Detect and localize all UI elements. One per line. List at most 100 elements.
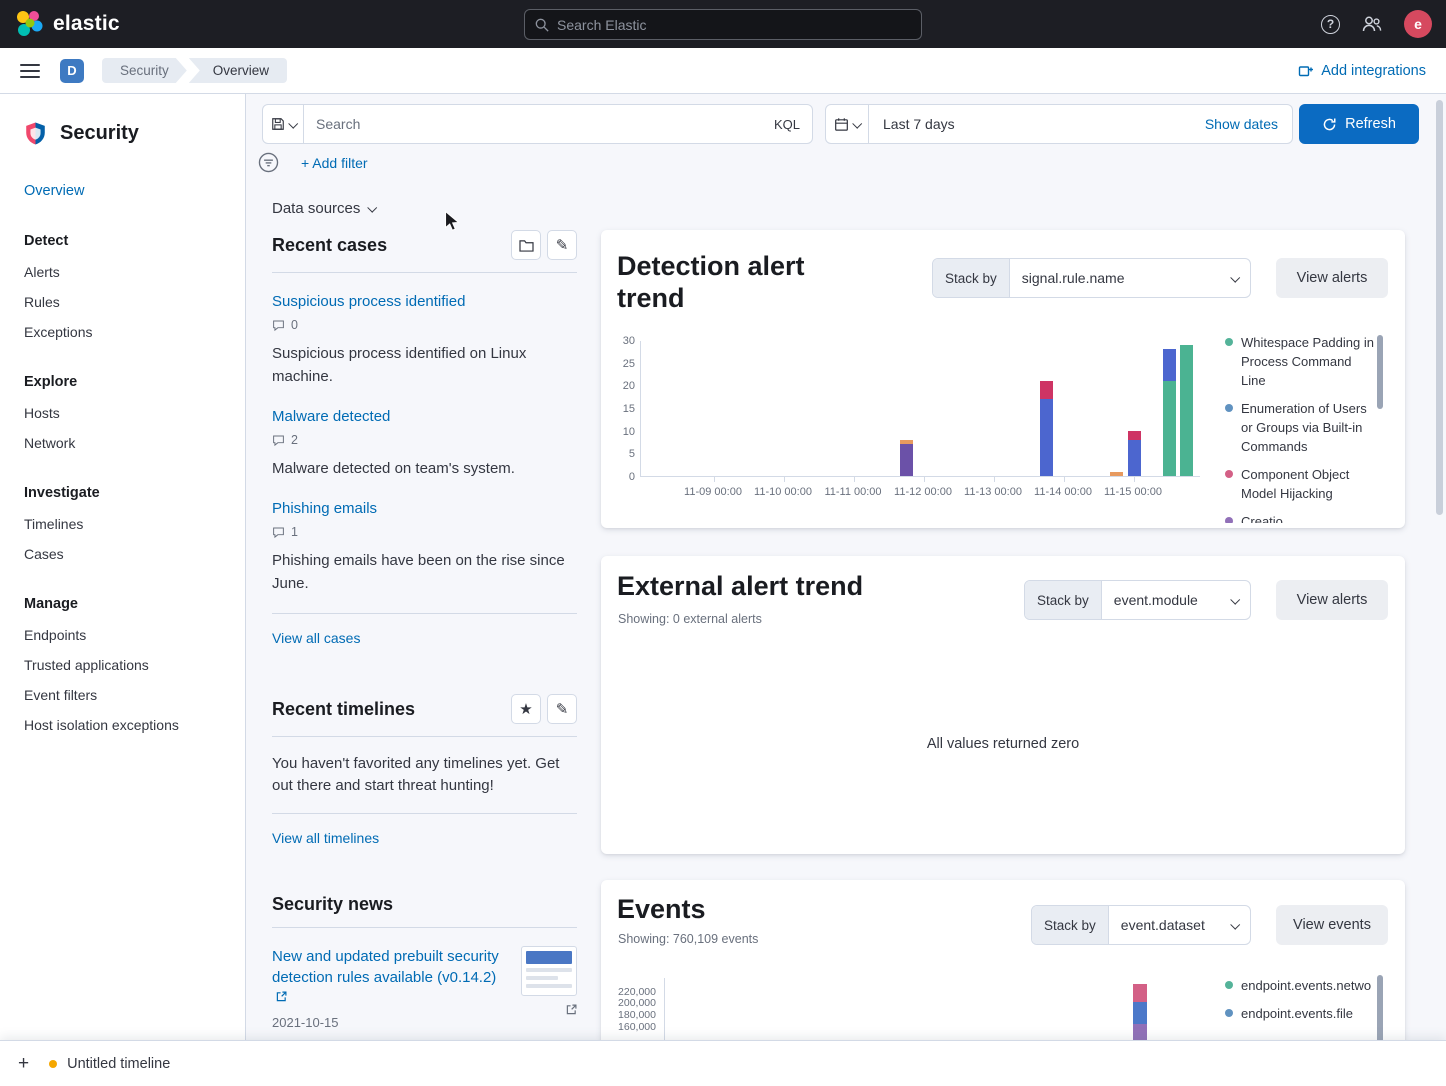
view-all-cases-link[interactable]: View all cases xyxy=(272,630,361,646)
view-alerts-button[interactable]: View alerts xyxy=(1276,258,1388,298)
elastic-home-link[interactable]: elastic xyxy=(14,9,120,39)
case-link[interactable]: Malware detected xyxy=(272,408,391,425)
chevron-down-icon xyxy=(852,118,863,129)
view-events-button[interactable]: View events xyxy=(1276,905,1388,945)
legend-scrollbar[interactable] xyxy=(1377,335,1383,409)
legend-item[interactable]: Enumeration of Users or Groups via Built… xyxy=(1225,399,1377,456)
date-range-picker[interactable]: Last 7 days Show dates xyxy=(868,104,1293,144)
y-axis-label: 0 xyxy=(628,471,635,483)
brand-name: elastic xyxy=(53,12,120,35)
query-language-button[interactable]: KQL xyxy=(773,116,800,132)
refresh-button[interactable]: Refresh xyxy=(1299,104,1419,144)
users-icon[interactable] xyxy=(1362,15,1382,33)
comment-count: 1 xyxy=(291,525,298,539)
showing-count: Showing: 0 external alerts xyxy=(618,612,762,626)
sidebar-item-alerts[interactable]: Alerts xyxy=(24,264,60,280)
y-axis-label: 180,000 xyxy=(618,1009,656,1021)
detection-alert-trend-card: Detection alert trend Stack by signal.ru… xyxy=(601,230,1405,528)
sidebar-item-rules[interactable]: Rules xyxy=(24,294,60,310)
sidebar-item-endpoints[interactable]: Endpoints xyxy=(24,627,87,643)
refresh-icon xyxy=(1323,118,1336,130)
legend-item[interactable]: Creatio… xyxy=(1225,512,1377,523)
x-axis-label: 11-14 00:00 xyxy=(1034,486,1092,498)
saved-query-menu-button[interactable] xyxy=(262,104,304,144)
y-axis-label: 220,000 xyxy=(618,985,656,998)
overview-side-column: Recent cases ✎ Suspicious process identi… xyxy=(272,230,577,1086)
legend-dot xyxy=(1225,1009,1233,1017)
recently-reported-cases-button[interactable]: ✎ xyxy=(547,230,577,260)
global-search[interactable] xyxy=(524,9,922,40)
stack-by-select-events[interactable]: Stack by event.dataset xyxy=(1031,905,1251,945)
stacked-bar[interactable] xyxy=(1040,380,1053,476)
sidebar-item-trusted-applications[interactable]: Trusted applications xyxy=(24,657,149,673)
stacked-bar[interactable] xyxy=(900,439,913,476)
add-integrations-link[interactable]: Add integrations xyxy=(1298,63,1426,79)
date-quick-menu-button[interactable] xyxy=(825,104,869,144)
detection-y-axis: 0 5 10 15 20 25 30 xyxy=(607,335,635,483)
global-search-input[interactable] xyxy=(557,16,911,33)
add-filter-link[interactable]: + Add filter xyxy=(301,154,368,171)
show-dates-link[interactable]: Show dates xyxy=(1204,116,1278,132)
stacked-bar[interactable] xyxy=(1127,430,1141,476)
sidebar-item-host-isolation-exceptions[interactable]: Host isolation exceptions xyxy=(24,717,179,733)
sidebar-item-event-filters[interactable]: Event filters xyxy=(24,687,98,703)
detection-chart-plot[interactable] xyxy=(640,341,1200,482)
x-axis-label: 11-12 00:00 xyxy=(894,486,952,498)
news-article-link[interactable]: New and updated prebuilt security detect… xyxy=(272,948,499,986)
breadcrumb-security[interactable]: Security xyxy=(102,58,187,83)
case-item: Suspicious process identified 0 Suspicio… xyxy=(272,293,577,388)
view-alerts-button[interactable]: View alerts xyxy=(1276,580,1388,620)
comment-icon xyxy=(273,527,284,538)
sidebar-item-timelines[interactable]: Timelines xyxy=(24,516,84,532)
timeline-bottom-bar: + Untitled timeline xyxy=(0,1040,1446,1086)
favorite-timelines-filter-button[interactable]: ★ xyxy=(511,694,541,724)
sidebar-item-hosts[interactable]: Hosts xyxy=(24,405,60,421)
view-all-timelines-link[interactable]: View all timelines xyxy=(272,830,380,846)
menu-hamburger-button[interactable] xyxy=(20,63,40,78)
comment-icon xyxy=(273,435,284,446)
app-title: Security xyxy=(60,122,139,144)
timeline-add-button[interactable]: + xyxy=(18,1053,30,1074)
star-icon: ★ xyxy=(519,701,533,718)
x-axis-label: 11-11 00:00 xyxy=(824,486,882,498)
stack-by-select-detection[interactable]: Stack by signal.rule.name xyxy=(932,258,1251,298)
stacked-bar[interactable] xyxy=(1110,471,1123,476)
stacked-bar[interactable] xyxy=(1162,349,1176,476)
legend-scrollbar[interactable] xyxy=(1377,975,1383,1051)
data-sources-dropdown[interactable]: Data sources xyxy=(272,200,378,217)
stacked-bar[interactable] xyxy=(1180,344,1193,476)
stack-by-select-external[interactable]: Stack by event.module xyxy=(1024,580,1251,620)
pencil-icon: ✎ xyxy=(555,701,569,718)
query-input[interactable] xyxy=(316,116,766,132)
timeline-flyout-toggle[interactable]: Untitled timeline xyxy=(49,1056,170,1072)
sidebar-item-exceptions[interactable]: Exceptions xyxy=(24,324,93,340)
stack-by-label: Stack by xyxy=(1025,581,1102,619)
timelines-empty-message: You haven't favorited any timelines yet.… xyxy=(272,755,560,794)
sidebar-item-network[interactable]: Network xyxy=(24,435,76,451)
case-link[interactable]: Suspicious process identified xyxy=(272,293,466,310)
filter-set-menu-button[interactable] xyxy=(258,152,279,173)
x-axis-label: 11-13 00:00 xyxy=(964,486,1022,498)
news-article-thumbnail[interactable] xyxy=(521,946,577,996)
page-scrollbar[interactable] xyxy=(1436,100,1443,515)
help-icon[interactable]: ? xyxy=(1321,14,1340,34)
date-range-value[interactable]: Last 7 days xyxy=(883,116,955,132)
card-title: External alert trend xyxy=(617,571,864,601)
case-link[interactable]: Phishing emails xyxy=(272,500,378,517)
legend-item[interactable]: Whitespace Padding in Process Command Li… xyxy=(1225,333,1377,390)
legend-item[interactable]: Component Object Model Hijacking xyxy=(1225,465,1377,503)
security-sidebar: Security Overview Detect Alerts Rules Ex… xyxy=(0,94,246,1040)
sidebar-item-overview[interactable]: Overview xyxy=(24,183,85,199)
card-title: Detection alert trend xyxy=(617,251,805,313)
legend-item[interactable]: endpoint.events.file xyxy=(1225,1004,1377,1023)
query-bar[interactable]: KQL xyxy=(303,104,813,144)
last-updated-timelines-filter-button[interactable]: ✎ xyxy=(547,694,577,724)
breadcrumb-overview: Overview xyxy=(188,58,288,83)
user-avatar[interactable]: e xyxy=(1404,10,1432,38)
sidebar-item-cases[interactable]: Cases xyxy=(24,546,64,562)
y-axis-label: 160,000 xyxy=(618,1020,656,1033)
stack-by-label: Stack by xyxy=(933,259,1010,297)
space-avatar[interactable]: D xyxy=(60,58,84,83)
legend-item[interactable]: endpoint.events.netwo xyxy=(1225,976,1377,995)
recent-cases-folder-button[interactable] xyxy=(511,230,541,260)
